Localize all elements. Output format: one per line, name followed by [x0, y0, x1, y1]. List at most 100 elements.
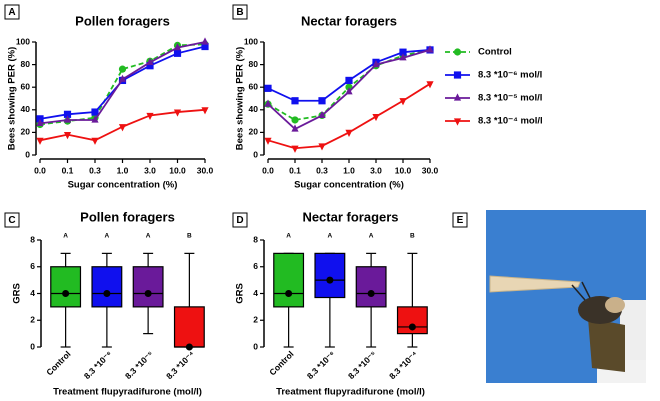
x-axis-title: Sugar concentration (%) [68, 180, 178, 191]
x-tick-label: 3.0 [144, 165, 156, 175]
mean-dot [367, 290, 375, 297]
legend-label: 8.3 *10⁻⁴ mol/l [478, 116, 543, 127]
y-tick-label: 80 [21, 59, 31, 69]
marker [146, 57, 154, 65]
group-label: A [286, 233, 291, 240]
x-tick-label: 0.1 [62, 165, 74, 175]
marker [318, 97, 326, 105]
x-tick-label: Control [44, 349, 72, 377]
marker [291, 116, 299, 124]
marker [291, 124, 299, 132]
marker [201, 37, 209, 45]
x-axis-title: Sugar concentration (%) [294, 180, 404, 191]
x-tick-label: 8.3 *10⁻⁶ [305, 349, 337, 381]
marker [146, 112, 154, 121]
y-tick-label: 6 [253, 261, 258, 271]
box [91, 266, 123, 308]
x-axis-title: Treatment flupyradifurone (mol/l) [53, 387, 202, 398]
bee [605, 297, 625, 313]
y-tick-label: 0 [253, 149, 258, 159]
panel-label: E [457, 215, 464, 226]
x-tick-label: 8.3 *10⁻⁵ [123, 349, 155, 381]
marker [173, 49, 182, 57]
marker [146, 62, 154, 70]
panel-label-box [452, 212, 468, 228]
marker [453, 71, 462, 79]
y-tick-label: 0 [25, 149, 30, 159]
y-tick-label: 2 [30, 315, 35, 325]
marker [291, 145, 299, 153]
marker [118, 124, 127, 132]
y-axis-title: Bees showing PER (%) [7, 47, 18, 150]
y-tick-label: 40 [21, 104, 31, 114]
marker [399, 98, 407, 106]
marker [201, 42, 209, 51]
y-tick-label: 0 [30, 341, 35, 351]
mean-dot [326, 276, 334, 284]
photo [486, 210, 646, 383]
box [314, 252, 346, 299]
marker [264, 99, 272, 107]
panel-label-box [4, 212, 20, 228]
panel-label: A [8, 7, 15, 18]
mean-dot [408, 323, 416, 331]
marker [63, 110, 72, 118]
marker [399, 53, 407, 61]
x-tick-label: Control [267, 349, 295, 377]
x-tick-label: 0.1 [289, 165, 301, 175]
chart-title: Pollen foragers [75, 13, 170, 28]
y-tick-label: 60 [21, 81, 31, 91]
legend-label: Control [478, 47, 512, 58]
marker [91, 115, 99, 123]
marker [63, 115, 72, 123]
pipette [489, 275, 581, 293]
group-label: A [369, 233, 374, 240]
marker [399, 48, 407, 56]
x-tick-label: 30.0 [197, 165, 214, 175]
x-tick-label: 0.3 [89, 165, 101, 175]
panel-label-box [232, 4, 248, 20]
y-tick-label: 4 [253, 288, 258, 298]
mean-dot [103, 290, 111, 297]
marker [426, 45, 434, 53]
chart-title: Nectar foragers [301, 13, 397, 28]
y-tick-label: 100 [244, 36, 258, 46]
x-tick-label: 0.0 [34, 165, 46, 175]
panel-label-box [4, 4, 20, 20]
legend-label: 8.3 *10⁻⁵ mol/l [478, 93, 542, 104]
marker [345, 76, 353, 85]
y-tick-label: 4 [30, 288, 35, 298]
marker [291, 97, 299, 105]
box [355, 266, 387, 308]
marker [345, 129, 353, 137]
group-label: A [105, 233, 110, 240]
mean-dot [144, 290, 152, 297]
panel-label-box [232, 212, 248, 228]
box [132, 266, 164, 308]
y-tick-label: 0 [253, 341, 258, 351]
marker [36, 118, 44, 126]
x-tick-label: 8.3 *10⁻⁴ [387, 349, 419, 381]
group-label: A [146, 233, 151, 240]
y-tick-label: 40 [249, 104, 259, 114]
x-tick-label: 8.3 *10⁻⁶ [82, 349, 114, 381]
box [273, 252, 305, 308]
x-tick-label: 10.0 [395, 165, 412, 175]
x-tick-label: 8.3 *10⁻⁵ [346, 349, 378, 381]
bee-tube [588, 318, 625, 372]
x-tick-label: 1.0 [117, 165, 129, 175]
y-tick-label: 100 [16, 36, 30, 46]
panel-label: D [236, 215, 243, 226]
y-tick-label: 20 [21, 127, 31, 137]
panel-label: C [8, 215, 15, 226]
x-tick-label: 1.0 [343, 165, 355, 175]
y-axis-title: GRS [235, 283, 246, 304]
y-tick-label: 6 [30, 261, 35, 271]
box [50, 266, 82, 308]
marker [264, 137, 272, 145]
marker [201, 107, 209, 115]
marker [318, 143, 326, 151]
marker [118, 74, 127, 82]
x-tick-label: 10.0 [169, 165, 186, 175]
